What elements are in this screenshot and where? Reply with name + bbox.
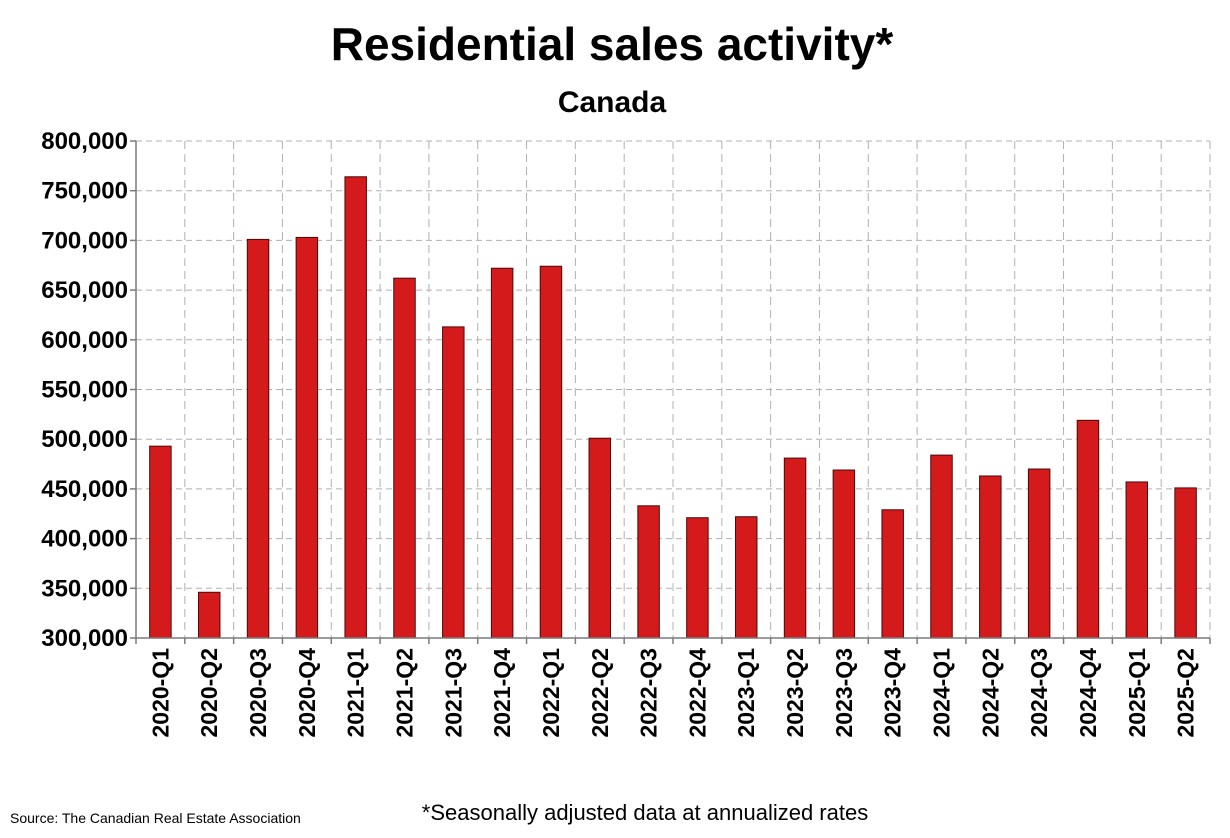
x-tick-label: 2025-Q1 bbox=[1124, 648, 1150, 738]
bar bbox=[1027, 468, 1051, 639]
footnote: *Seasonally adjusted data at annualized … bbox=[421, 800, 869, 825]
axes bbox=[130, 140, 1211, 644]
bar bbox=[246, 238, 270, 639]
x-tick-label: 2023-Q1 bbox=[733, 648, 759, 738]
bar bbox=[979, 475, 1002, 639]
chart-title: Residential sales activity* bbox=[331, 18, 894, 70]
bar bbox=[149, 445, 172, 639]
y-tick-label: 600,000 bbox=[41, 327, 128, 354]
x-tick-label: 2024-Q3 bbox=[1026, 648, 1052, 738]
x-axis-tick-labels: 2020-Q1 2020-Q2 2020-Q3 2020-Q4 2021-Q1 2021-… bbox=[147, 648, 1198, 738]
bar bbox=[1125, 481, 1149, 639]
bar bbox=[588, 437, 612, 639]
gridlines bbox=[136, 140, 1211, 638]
bar bbox=[539, 265, 563, 639]
bar bbox=[832, 469, 856, 639]
bar bbox=[881, 509, 904, 639]
bar bbox=[783, 457, 807, 639]
bar bbox=[686, 517, 709, 639]
x-tick-label: 2022-Q2 bbox=[587, 648, 613, 738]
bar bbox=[637, 505, 660, 639]
x-tick-label: 2023-Q3 bbox=[831, 648, 857, 738]
y-tick-label: 350,000 bbox=[41, 575, 128, 602]
y-tick-label: 700,000 bbox=[41, 227, 128, 254]
source-note: Source: The Canadian Real Estate Associa… bbox=[10, 810, 301, 826]
bar bbox=[295, 236, 319, 639]
y-tick-label: 750,000 bbox=[41, 178, 128, 205]
bar bbox=[930, 454, 953, 639]
x-tick-label: 2020-Q4 bbox=[294, 648, 320, 738]
x-tick-label: 2022-Q4 bbox=[684, 648, 710, 738]
x-tick-label: 2024-Q4 bbox=[1075, 648, 1101, 738]
x-tick-label: 2021-Q1 bbox=[343, 648, 369, 738]
bar bbox=[393, 277, 416, 639]
x-tick-label: 2021-Q3 bbox=[440, 648, 466, 738]
y-tick-label: 550,000 bbox=[41, 377, 128, 404]
y-tick-label: 800,000 bbox=[41, 128, 128, 155]
x-tick-label: 2020-Q2 bbox=[196, 648, 222, 738]
x-tick-label: 2020-Q1 bbox=[147, 648, 173, 738]
chart-subtitle: Canada bbox=[558, 86, 667, 119]
x-tick-label: 2020-Q3 bbox=[245, 648, 271, 738]
bar bbox=[734, 516, 758, 639]
y-tick-label: 300,000 bbox=[41, 625, 128, 652]
x-tick-label: 2024-Q1 bbox=[929, 648, 955, 738]
y-tick-label: 400,000 bbox=[41, 526, 128, 553]
x-tick-label: 2024-Q2 bbox=[977, 648, 1003, 738]
x-tick-label: 2023-Q4 bbox=[880, 648, 906, 738]
x-tick-label: 2022-Q3 bbox=[636, 648, 662, 738]
y-tick-label: 650,000 bbox=[41, 277, 128, 304]
bar bbox=[197, 591, 221, 639]
x-tick-label: 2021-Q2 bbox=[392, 648, 418, 738]
bar bbox=[1174, 487, 1197, 639]
bar bbox=[442, 326, 465, 639]
x-tick-label: 2021-Q4 bbox=[489, 648, 515, 738]
x-tick-label: 2022-Q1 bbox=[538, 648, 564, 738]
y-axis-tick-labels: 300,000 350,000 400,000 450,000 500,000 550,0… bbox=[41, 128, 128, 652]
y-tick-label: 450,000 bbox=[41, 476, 128, 503]
bar bbox=[1076, 419, 1100, 639]
x-tick-label: 2023-Q2 bbox=[782, 648, 808, 738]
x-tick-label: 2025-Q2 bbox=[1173, 648, 1199, 738]
y-tick-label: 500,000 bbox=[41, 426, 128, 453]
bar bbox=[344, 176, 367, 639]
bar bbox=[490, 267, 514, 639]
